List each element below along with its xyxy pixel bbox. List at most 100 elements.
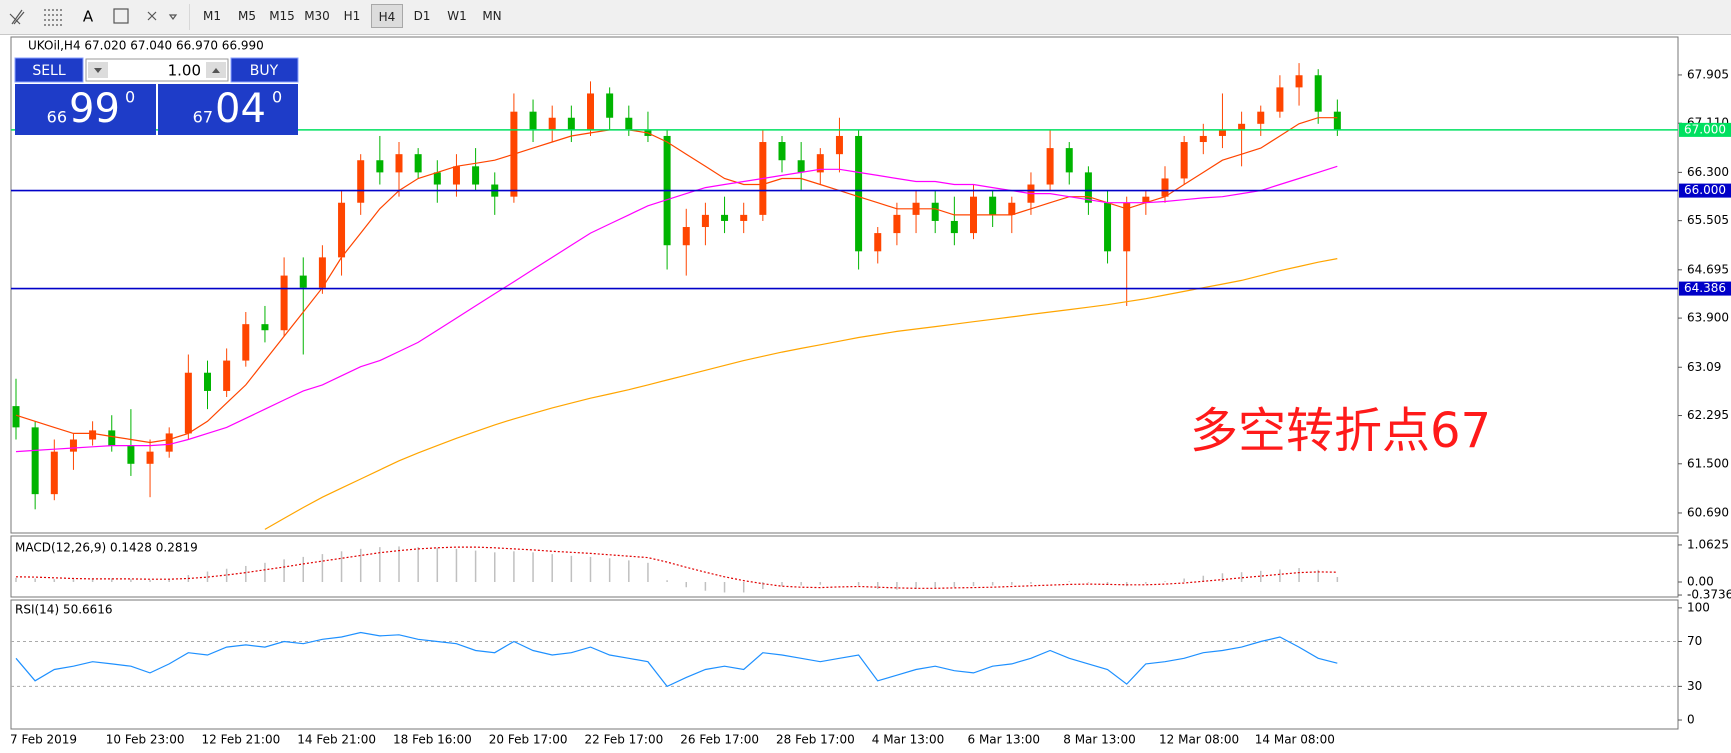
candle-body: [1314, 75, 1322, 112]
moving-average: [15, 165, 1338, 453]
candle-body: [242, 324, 250, 361]
x-tick-label: 12 Feb 21:00: [202, 733, 281, 747]
buy-button[interactable]: [230, 57, 299, 83]
ask-box[interactable]: [158, 84, 298, 135]
candle-body: [529, 111, 537, 130]
candle-body: [1180, 142, 1188, 179]
candle-body: [1123, 202, 1131, 252]
y-tick-label: 66.300: [1687, 165, 1729, 179]
candle-body: [1142, 196, 1150, 203]
moving-average: [264, 258, 1338, 530]
candle-body: [338, 202, 346, 258]
candle-body: [1084, 172, 1092, 203]
macd-signal: [15, 546, 1338, 589]
candle-body: [433, 172, 441, 185]
candle-body: [452, 166, 460, 185]
candle-body: [1257, 111, 1265, 124]
y-tick-label: 63.900: [1687, 311, 1729, 325]
candle-body: [1008, 202, 1016, 215]
y-tick-label: 0: [1687, 713, 1695, 727]
candle-body: [261, 324, 269, 331]
timeframe-button[interactable]: W1: [447, 9, 467, 23]
x-tick-label: 20 Feb 17:00: [489, 733, 568, 747]
candle-body: [721, 214, 729, 221]
candle-body: [357, 160, 365, 203]
x-tick-label: 12 Mar 08:00: [1159, 733, 1239, 747]
macd-panel-frame: [10, 535, 1679, 598]
ask-frac: 0: [272, 88, 282, 107]
trade-panel: SELL 1.00 BUY 66 99 0 67 04 0: [14, 57, 299, 135]
candle-body: [204, 372, 211, 391]
crosshair-tool-icon[interactable]: [9, 9, 25, 25]
shapes-tool-icon[interactable]: [147, 11, 178, 21]
price-level-label: 64.386: [1684, 281, 1726, 295]
lot-value[interactable]: 1.00: [168, 62, 201, 80]
bid-big: 66: [47, 108, 67, 127]
timeframe-button[interactable]: H1: [343, 9, 361, 23]
rsi-title: RSI(14) 50.6616: [15, 603, 113, 617]
timeframe-button[interactable]: MN: [482, 9, 502, 23]
y-tick-label: 62.295: [1687, 408, 1729, 422]
candle-body: [472, 166, 480, 185]
candle-body: [1161, 178, 1169, 197]
lines-tool-icon[interactable]: [44, 9, 62, 26]
candle-body: [318, 257, 326, 288]
candle-body: [146, 451, 154, 464]
y-tick-label: 60.690: [1687, 505, 1729, 519]
candle-body: [835, 135, 843, 155]
candle-body: [797, 160, 805, 173]
x-tick-label: 10 Feb 23:00: [106, 733, 185, 747]
price-level-label: 67.000: [1684, 122, 1726, 136]
x-tick-label: 8 Mar 13:00: [1063, 733, 1136, 747]
timeframe-button[interactable]: M1: [203, 9, 221, 23]
toolbar: A M1 M5 M15 M30 H1 H4 D1 W1 MN: [0, 0, 1731, 35]
annotation: 多空转折点67: [1190, 403, 1491, 459]
candle-body: [395, 154, 403, 173]
sell-button[interactable]: [14, 57, 84, 83]
timeframe-button[interactable]: D1: [413, 9, 431, 23]
rsi-panel-frame: [10, 599, 1679, 730]
price-level-box: [1679, 281, 1731, 296]
candle-body: [855, 135, 863, 252]
candle-body: [548, 117, 556, 130]
y-tick-label: 63.09: [1687, 360, 1721, 374]
x-tick-label: 18 Feb 16:00: [393, 733, 472, 747]
x-tick-label: 14 Mar 08:00: [1255, 733, 1335, 747]
x-tick-label: 4 Mar 13:00: [872, 733, 945, 747]
timeframe-button[interactable]: M5: [238, 9, 256, 23]
candle-body: [165, 433, 173, 452]
y-tick-label: 30: [1687, 679, 1702, 693]
candle-body: [1046, 148, 1054, 185]
timeframe-button[interactable]: M15: [269, 9, 295, 23]
candle-body: [816, 154, 824, 173]
y-tick-label: 61.500: [1687, 456, 1729, 470]
x-tick-label: 28 Feb 17:00: [776, 733, 855, 747]
y-tick-label: 0.00: [1687, 575, 1714, 589]
candle-body: [1104, 202, 1112, 252]
text-tool[interactable]: A: [83, 8, 94, 26]
candle-body: [701, 214, 709, 228]
chart-header: UKOil,H4 67.020 67.040 66.970 66.990: [28, 39, 264, 53]
timeframe-button[interactable]: H4: [371, 4, 403, 28]
y-tick-label: -0.3736: [1687, 588, 1731, 602]
price-level-box: [1679, 183, 1731, 198]
text-label-tool-icon[interactable]: [113, 8, 129, 24]
candle-body: [606, 93, 614, 118]
x-tick-label: 14 Feb 21:00: [297, 733, 376, 747]
candle-body: [1199, 135, 1207, 143]
candle-body: [989, 196, 997, 215]
candle-body: [127, 445, 135, 464]
lot-input[interactable]: [85, 58, 229, 82]
price-level-label: 66.000: [1684, 183, 1726, 197]
bid-box[interactable]: [15, 84, 156, 135]
timeframe-button[interactable]: M30: [304, 9, 330, 23]
x-tick-label: 6 Mar 13:00: [968, 733, 1041, 747]
x-tick-label: 7 Feb 2019: [10, 733, 77, 747]
sell-label[interactable]: SELL: [32, 63, 66, 79]
x-tick-label: 26 Feb 17:00: [680, 733, 759, 747]
candle-body: [280, 275, 288, 331]
candle-body: [950, 220, 958, 234]
buy-label[interactable]: BUY: [250, 63, 279, 79]
candle-body: [778, 142, 786, 161]
ask-pips: 04: [215, 86, 266, 132]
